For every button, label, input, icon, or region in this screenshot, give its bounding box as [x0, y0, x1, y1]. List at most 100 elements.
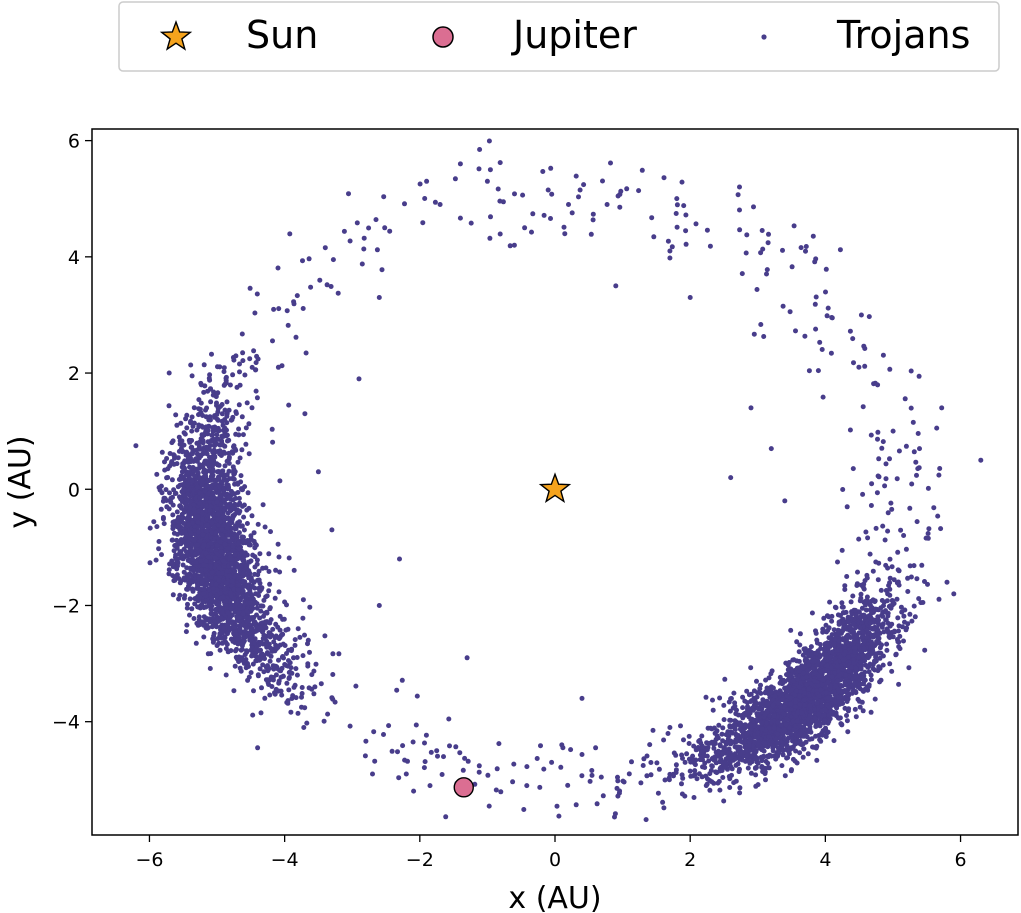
trojan-point	[236, 426, 242, 432]
trojan-point	[266, 569, 272, 574]
trojan-point	[873, 559, 879, 565]
trojan-point	[919, 562, 925, 568]
trojan-point	[292, 682, 298, 688]
trojan-point	[737, 785, 743, 791]
trojan-point	[292, 642, 298, 648]
trojan-point	[894, 596, 900, 602]
trojan-point	[299, 685, 305, 690]
trojan-point	[227, 538, 233, 544]
trojan-point	[817, 737, 823, 743]
trojan-point	[208, 495, 214, 501]
trojan-point	[176, 448, 182, 454]
trojan-point	[218, 501, 224, 507]
trojan-point	[922, 579, 927, 584]
trojan-point	[884, 641, 890, 647]
trojan-point	[797, 693, 803, 699]
trojan-point	[180, 553, 186, 559]
trojan-point	[690, 753, 696, 759]
trojan-point	[246, 421, 252, 427]
trojan-point	[262, 524, 268, 530]
trojan-point	[210, 392, 216, 398]
trojan-point	[226, 617, 232, 622]
trojan-point	[226, 494, 232, 500]
trojan-point	[201, 586, 207, 592]
trojan-point	[694, 776, 700, 782]
trojan-point	[714, 770, 720, 776]
trojan-point	[868, 677, 874, 683]
legend: Sun Jupiter Trojans	[118, 1, 1000, 72]
trojan-point	[751, 688, 757, 694]
trojan-point	[716, 779, 722, 784]
trojan-point	[167, 498, 173, 504]
trojan-point	[183, 629, 189, 635]
trojan-point	[166, 567, 172, 573]
trojan-point	[237, 361, 242, 367]
trojan-point	[189, 478, 195, 484]
trojan-point	[237, 546, 243, 552]
trojan-point	[902, 619, 907, 625]
trojan-point	[209, 432, 215, 438]
trojan-point	[221, 497, 227, 503]
trojan-point	[220, 468, 226, 474]
trojan-point	[737, 766, 742, 772]
trojan-point	[299, 704, 304, 710]
trojan-point	[196, 412, 201, 418]
trojan-point	[887, 661, 893, 667]
trojan-point	[156, 546, 162, 552]
trojan-point	[734, 739, 739, 745]
trojan-point	[762, 690, 768, 696]
trojan-point	[814, 700, 820, 706]
trojan-point	[147, 560, 153, 566]
trojan-point	[273, 672, 279, 678]
trojan-point	[817, 642, 823, 647]
trojan-point	[181, 487, 187, 492]
trojan-point	[787, 674, 793, 680]
trojan-point	[237, 615, 243, 620]
trojan-point	[895, 615, 901, 621]
trojan-point	[347, 723, 353, 729]
trojan-point	[656, 766, 662, 772]
trojan-point	[226, 468, 232, 474]
trojan-point	[844, 713, 849, 718]
trojan-point	[271, 663, 276, 669]
trojan-point	[276, 657, 281, 663]
trojan-point	[206, 477, 212, 483]
trojan-point	[868, 709, 874, 715]
trojan-point	[755, 782, 761, 788]
trojan-point	[215, 462, 221, 468]
trojan-point	[249, 513, 255, 519]
trojan-point	[224, 458, 230, 464]
trojan-point	[785, 747, 791, 753]
trojan-point	[231, 586, 237, 592]
trojan-point	[229, 476, 235, 482]
trojan-point	[257, 588, 263, 594]
trojan-point	[775, 719, 781, 725]
trojan-point	[233, 654, 239, 660]
trojan-point	[239, 534, 245, 540]
trojan-point	[824, 629, 829, 635]
trojan-point	[265, 651, 271, 657]
trojan-point	[224, 568, 230, 574]
trojan-point	[800, 652, 806, 658]
trojan-point	[189, 414, 195, 420]
trojan-point	[220, 594, 226, 600]
trojan-point	[763, 777, 768, 783]
trojan-point	[187, 596, 193, 602]
trojan-point	[758, 706, 764, 712]
trojan-point	[247, 356, 253, 362]
trojan-point	[224, 432, 230, 438]
trojan-point	[872, 658, 877, 664]
trojan-point	[782, 773, 788, 779]
trojan-point	[865, 664, 871, 670]
trojan-point	[174, 509, 180, 515]
trojan-point	[239, 655, 245, 661]
trojan-point	[217, 493, 223, 499]
trojan-point	[234, 637, 240, 642]
trojan-point	[250, 552, 256, 558]
trojan-point	[251, 600, 257, 606]
trojan-point	[749, 759, 755, 765]
trojan-point	[708, 725, 713, 731]
trojan-point	[661, 805, 667, 811]
trojan-point	[212, 619, 218, 625]
trojan-point	[223, 580, 229, 586]
